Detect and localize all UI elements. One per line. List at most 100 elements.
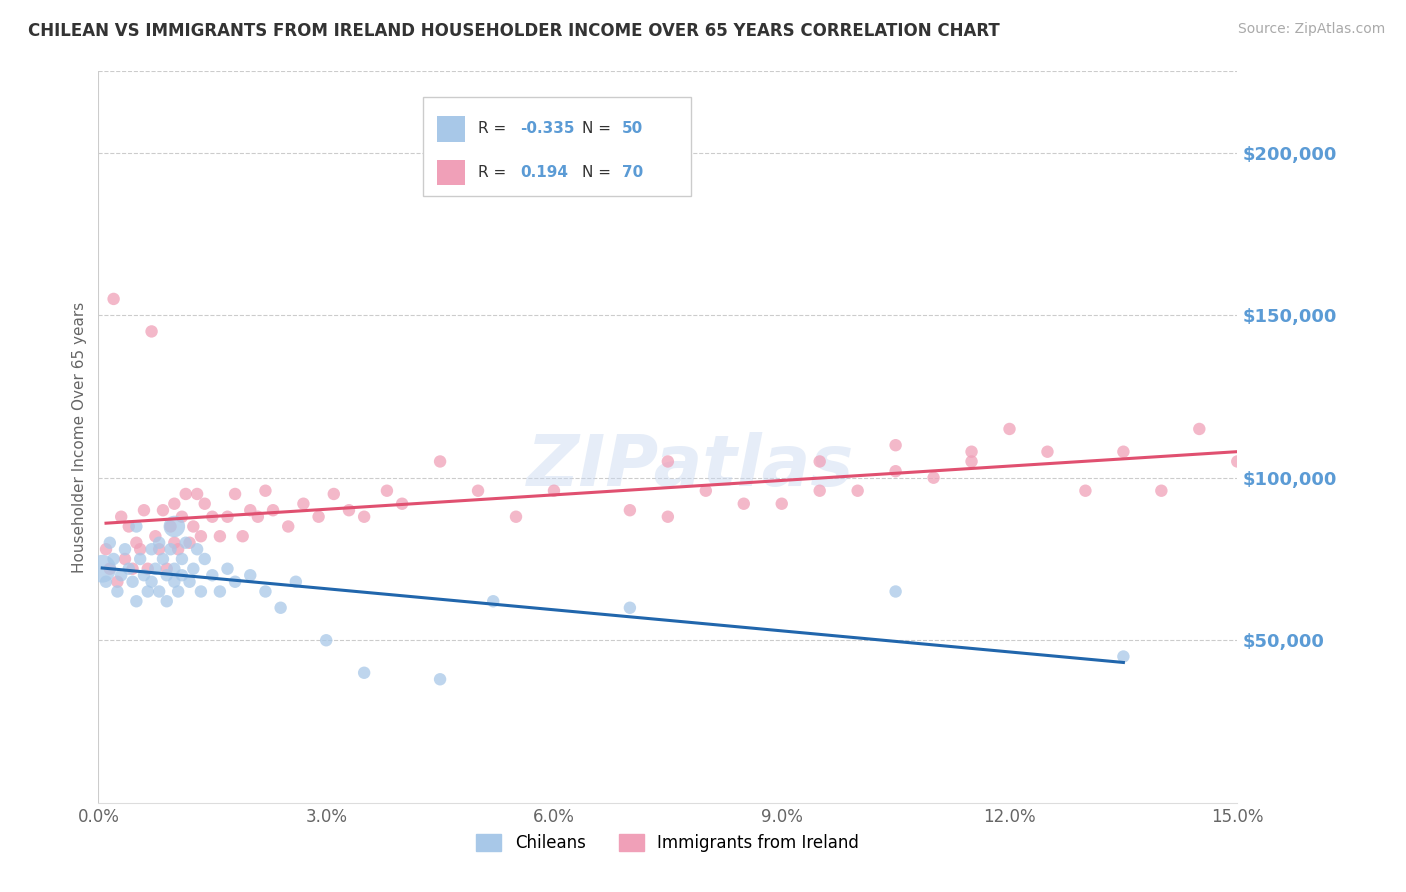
Point [159,542,181,557]
Point [619,503,641,517]
Point [163,562,186,576]
Point [262,503,284,517]
Point [125,594,148,608]
Point [132,503,155,517]
Point [148,542,170,557]
Text: 50: 50 [623,121,644,136]
Point [174,535,197,549]
Point [217,562,239,576]
Point [170,509,193,524]
Text: 70: 70 [623,165,644,179]
Point [543,483,565,498]
Point [217,509,239,524]
Text: R =: R = [478,121,510,136]
Point [190,584,212,599]
Point [167,584,190,599]
Point [163,497,186,511]
Point [482,594,505,608]
Point [163,574,186,589]
Point [103,552,125,566]
Point [121,574,143,589]
Point [1226,454,1249,468]
Point [270,600,292,615]
Point [884,438,907,452]
Point [129,542,152,557]
Point [194,552,217,566]
Point [186,542,208,557]
Point [239,568,262,582]
Point [391,497,413,511]
Point [136,584,159,599]
FancyBboxPatch shape [437,160,465,186]
Point [201,509,224,524]
Point [114,542,136,557]
Point [98,562,121,576]
Point [107,584,129,599]
Point [695,483,717,498]
Point [884,584,907,599]
Point [167,542,190,557]
Point [183,562,205,576]
Point [110,509,132,524]
Text: -0.335: -0.335 [520,121,574,136]
Point [254,584,277,599]
Point [770,497,793,511]
Point [429,673,451,687]
Point [619,600,641,615]
Point [190,529,212,543]
Text: CHILEAN VS IMMIGRANTS FROM IRELAND HOUSEHOLDER INCOME OVER 65 YEARS CORRELATION : CHILEAN VS IMMIGRANTS FROM IRELAND HOUSE… [28,22,1000,40]
Point [148,584,170,599]
Point [1074,483,1097,498]
Point [156,562,179,576]
Point [232,529,254,543]
Point [163,519,186,533]
Point [98,535,121,549]
Point [141,542,163,557]
Point [194,497,217,511]
Point [201,568,224,582]
Point [429,454,451,468]
Point [94,542,117,557]
Point [1150,483,1173,498]
Point [353,509,375,524]
Point [846,483,869,498]
Point [136,562,159,576]
Point [148,535,170,549]
Point [121,562,143,576]
Point [353,665,375,680]
Point [208,584,231,599]
Point [91,562,114,576]
Point [246,509,269,524]
Point [239,503,262,517]
Text: R =: R = [478,165,510,179]
Text: ZIPatlas: ZIPatlas [527,432,855,500]
Point [145,529,167,543]
Point [292,497,315,511]
Point [808,454,831,468]
Point [315,633,337,648]
Point [170,552,193,566]
Point [1036,444,1059,458]
Point [254,483,277,498]
Text: N =: N = [582,121,616,136]
Point [467,483,489,498]
Point [156,568,179,582]
Point [118,519,141,533]
Y-axis label: Householder Income Over 65 years: Householder Income Over 65 years [72,301,87,573]
Point [129,552,152,566]
Point [141,574,163,589]
Point [141,325,163,339]
Point [174,487,197,501]
Point [657,454,679,468]
Text: Source: ZipAtlas.com: Source: ZipAtlas.com [1237,22,1385,37]
Point [277,519,299,533]
Point [183,519,205,533]
Point [998,422,1021,436]
Point [114,552,136,566]
Point [94,574,117,589]
Point [808,483,831,498]
Point [170,568,193,582]
Point [308,509,330,524]
Point [110,568,132,582]
Text: 0.194: 0.194 [520,165,568,179]
